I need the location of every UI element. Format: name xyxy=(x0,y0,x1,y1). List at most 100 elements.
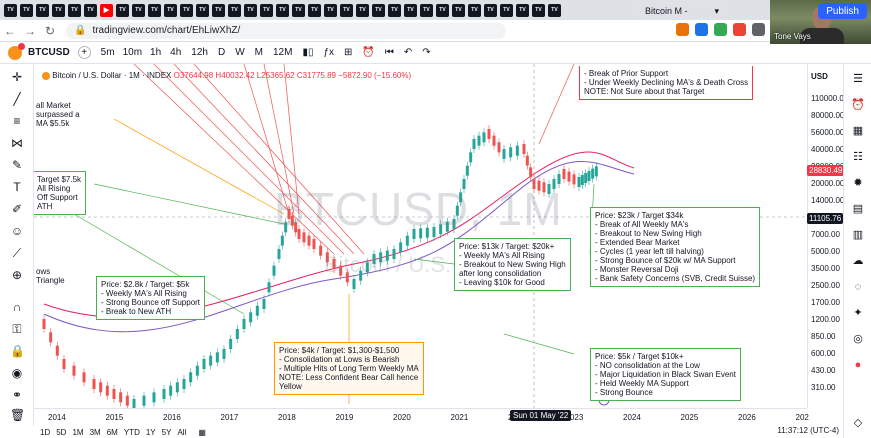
tradingview-tab-icon[interactable]: TV xyxy=(292,3,305,17)
symbol-search[interactable]: BTCUSD xyxy=(28,47,70,58)
tradingview-tab-icon[interactable]: TV xyxy=(84,3,97,17)
tradingview-tab-icon[interactable]: TV xyxy=(276,3,289,17)
tradingview-tab-icon[interactable]: TV xyxy=(500,3,513,17)
brush-icon[interactable]: ✎ xyxy=(11,158,23,172)
bar-style-icon[interactable]: ▮▯ xyxy=(302,47,314,58)
annotation-note-13k[interactable]: Price: $13k / Target: $20k+ - Weekly MA's… xyxy=(454,238,571,291)
magnet-icon[interactable]: ∩ xyxy=(12,300,22,314)
undo-icon[interactable]: ↶ xyxy=(403,47,413,58)
forward-icon[interactable]: → xyxy=(24,23,36,38)
tradingview-tab-icon[interactable]: TV xyxy=(244,3,257,17)
crosshair-icon[interactable]: ✛ xyxy=(11,70,23,84)
extension-icon[interactable] xyxy=(733,23,746,36)
publish-button[interactable]: Publish xyxy=(818,3,867,19)
hotlist-icon[interactable]: ☷ xyxy=(853,151,863,163)
range-6m[interactable]: 6M xyxy=(106,427,118,437)
annotation-note-top-right[interactable]: - Break of Prior Support - Under Weekly D… xyxy=(579,66,754,100)
price-axis[interactable]: USD 110000.0080000.0056000.0040000.00280… xyxy=(807,64,848,408)
idea-bulb-icon[interactable]: ✦ xyxy=(853,307,863,319)
replay-icon[interactable]: ⏮ xyxy=(384,47,394,58)
range-5y[interactable]: 5Y xyxy=(161,427,172,437)
watchlist-icon[interactable]: ☰ xyxy=(853,73,863,85)
trend-line-icon[interactable]: ╱ xyxy=(13,92,21,106)
reload-icon[interactable]: ↻ xyxy=(44,23,56,38)
templates-icon[interactable]: ⊞ xyxy=(344,47,353,58)
user-avatar[interactable] xyxy=(8,42,25,60)
annotation-note-left-target[interactable]: Target $7.5k All Rising Off Support ATH xyxy=(34,171,87,215)
annotation-note-4k[interactable]: Price: $4k / Target: $1,300-$1,500- Cons… xyxy=(274,342,424,395)
tradingview-tab-icon[interactable]: TV xyxy=(308,3,321,17)
range-3m[interactable]: 3M xyxy=(89,427,101,437)
range-1m[interactable]: 1M xyxy=(72,427,84,437)
range-all[interactable]: All xyxy=(177,427,187,437)
chart-canvas[interactable]: BTCUSD, 1M Bitcoin / U.S. Bitcoin / U.S.… xyxy=(34,64,807,408)
alerts-icon[interactable]: ⏰ xyxy=(851,99,865,111)
interval-4h[interactable]: 4h xyxy=(170,47,182,58)
tradingview-tab-icon[interactable]: TV xyxy=(372,3,385,17)
notifications-icon[interactable]: ● xyxy=(854,359,862,371)
pattern-icon[interactable]: ⋈ xyxy=(11,136,23,150)
tradingview-tab-icon[interactable]: TV xyxy=(452,3,465,17)
chat-icon[interactable]: ☁ xyxy=(852,255,864,267)
tradingview-tab-icon[interactable]: TV xyxy=(324,3,337,17)
range-ytd[interactable]: YTD xyxy=(123,427,140,437)
ideas-icon[interactable]: ✹ xyxy=(853,177,863,189)
tradingview-tab-icon[interactable]: TV xyxy=(52,3,65,17)
tradingview-tab-icon[interactable]: TV xyxy=(4,3,17,17)
annotation-note-23k[interactable]: Price: $23k / Target $34k - Break of All … xyxy=(590,207,761,287)
tradingview-tab-icon[interactable]: TV xyxy=(420,3,433,17)
layout-select[interactable]: Bitcoin M - ▾ xyxy=(638,3,726,19)
tradingview-tab-icon[interactable]: TV xyxy=(196,3,209,17)
back-icon[interactable]: ← xyxy=(4,23,16,38)
tradingview-tab-icon[interactable]: TV xyxy=(20,3,33,17)
text-icon[interactable]: T xyxy=(13,180,21,194)
compare-symbol-button[interactable]: + xyxy=(77,46,91,59)
annotation-note-5k[interactable]: Price: $5k / Target $10k+ - NO consolidat… xyxy=(590,348,741,401)
screener-icon[interactable]: ▥ xyxy=(852,229,864,241)
pencil-icon[interactable]: ✐ xyxy=(11,202,23,216)
tradingview-tab-icon[interactable]: TV xyxy=(532,3,545,17)
tradingview-tab-icon[interactable]: TV xyxy=(228,3,241,17)
tradingview-tab-icon[interactable]: TV xyxy=(436,3,449,17)
annotation-note-2-8k[interactable]: Price: $2.8k / Target: $5k - Weekly MA's … xyxy=(96,276,206,320)
lock-icon[interactable]: 🔒 xyxy=(10,344,25,358)
url-field[interactable]: 🔒 tradingview.com/chart/EhLiwXhZ/ xyxy=(66,22,506,39)
streams-icon[interactable]: ◌ xyxy=(854,281,862,293)
trash-icon[interactable]: 🗑 xyxy=(10,408,26,422)
interval-1h[interactable]: 1h xyxy=(150,47,162,58)
range-1d[interactable]: 1D xyxy=(40,427,51,437)
ruler-icon[interactable]: ⟋ xyxy=(12,246,22,260)
calendar-icon[interactable]: ▦ xyxy=(198,427,206,437)
interval-12m[interactable]: 12M xyxy=(273,47,293,58)
tradingview-tab-icon[interactable]: TV xyxy=(340,3,353,17)
indicators-icon[interactable]: ƒx xyxy=(323,47,335,58)
extension-icon[interactable] xyxy=(676,23,689,36)
extension-icon[interactable] xyxy=(714,23,727,36)
zoom-icon[interactable]: ⊕ xyxy=(11,268,23,282)
tradingview-tab-icon[interactable]: TV xyxy=(260,3,273,17)
tradingview-tab-icon[interactable]: TV xyxy=(356,3,369,17)
interval-12h[interactable]: 12h xyxy=(191,47,208,58)
time-axis[interactable]: 2014201520162017201820192020202120222023… xyxy=(34,408,809,426)
annotation-note-left-top[interactable]: all Market surpassed a MA $5.5k xyxy=(34,98,84,131)
tradingview-tab-icon[interactable]: TV xyxy=(132,3,145,17)
tradingview-tab-icon[interactable]: TV xyxy=(148,3,161,17)
interval-w[interactable]: W xyxy=(235,47,245,58)
range-1y[interactable]: 1Y xyxy=(145,427,156,437)
lock-drawings-icon[interactable]: ⚿ xyxy=(12,322,22,336)
emoji-icon[interactable]: ☺ xyxy=(10,224,24,238)
link-icon[interactable]: ⚭ xyxy=(11,388,23,402)
range-5d[interactable]: 5D xyxy=(56,427,67,437)
redo-icon[interactable]: ↷ xyxy=(422,47,431,58)
visibility-icon[interactable]: ◉ xyxy=(11,366,23,380)
interval-d[interactable]: D xyxy=(217,47,226,58)
tradingview-tab-icon[interactable]: TV xyxy=(548,3,561,17)
extension-icon[interactable] xyxy=(752,23,765,36)
tradingview-tab-icon[interactable]: TV xyxy=(404,3,417,17)
tradingview-tab-icon[interactable]: TV xyxy=(388,3,401,17)
annotation-note-left-triangle[interactable]: ows Triangle xyxy=(34,264,69,288)
data-window-icon[interactable]: ▦ xyxy=(852,125,864,137)
tradingview-tab-icon[interactable]: TV xyxy=(516,3,529,17)
tradingview-tab-icon[interactable]: TV xyxy=(468,3,481,17)
tradingview-tab-icon[interactable]: TV xyxy=(484,3,497,17)
